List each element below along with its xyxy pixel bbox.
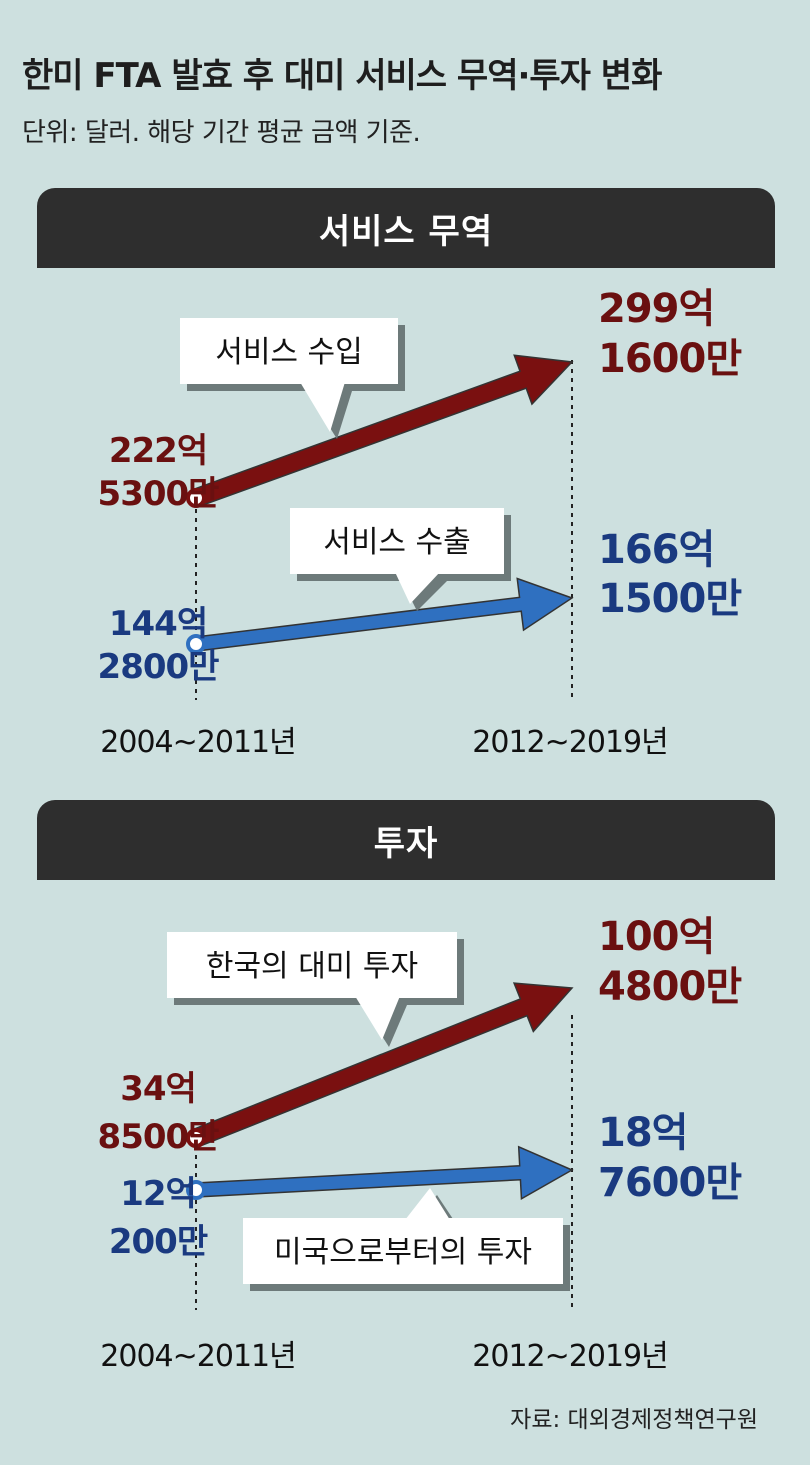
series-arrow-1 <box>194 577 574 652</box>
chart-service-trade: 2004~2011년 2012~2019년222억5300만299억1600만서비… <box>98 286 744 760</box>
section-header-investment: 투자 <box>37 800 775 880</box>
period-label-end: 2012~2019년 <box>472 1339 667 1374</box>
value-label-start-0-b: 5300만 <box>98 474 220 514</box>
value-label-end-0-b: 1600만 <box>598 336 742 382</box>
value-label-end-0-b: 4800만 <box>598 964 742 1010</box>
series-name-0: 한국의 대미 투자 <box>206 949 418 984</box>
value-label-start-1-b: 2800만 <box>98 647 220 687</box>
value-label-start-0-a: 222억 <box>109 431 207 471</box>
value-label-start-1-b: 200만 <box>109 1222 208 1262</box>
unit-note: 단위: 달러. 해당 기간 평균 금액 기준. <box>22 118 421 148</box>
value-label-end-1-b: 7600만 <box>598 1160 742 1206</box>
callout-0: 한국의 대미 투자 <box>167 932 464 1047</box>
callout-1: 미국으로부터의 투자 <box>243 1188 570 1291</box>
page-title: 한미 FTA 발효 후 대미 서비스 무역·투자 변화 <box>22 56 662 96</box>
section-header-service-trade: 서비스 무역 <box>37 188 775 268</box>
value-label-start-0-a: 34억 <box>120 1069 196 1109</box>
series-name-1: 서비스 수출 <box>323 525 471 560</box>
value-label-start-1-a: 12억 <box>120 1174 196 1214</box>
series-name-0: 서비스 수입 <box>215 335 363 370</box>
series-arrow-1 <box>194 1145 574 1200</box>
value-label-end-1-a: 18억 <box>598 1110 687 1156</box>
value-label-start-0-b: 8500만 <box>98 1117 220 1157</box>
value-label-end-1-b: 1500만 <box>598 576 742 622</box>
callout-1: 서비스 수출 <box>290 508 511 611</box>
callout-0: 서비스 수입 <box>180 318 405 439</box>
value-label-start-1-a: 144억 <box>109 604 207 644</box>
start-point-0 <box>186 1128 206 1148</box>
value-label-end-0-a: 100억 <box>598 914 714 960</box>
source-note: 자료: 대외경제정책연구원 <box>510 1407 758 1433</box>
series-arrow-0 <box>191 982 574 1148</box>
series-arrow-0 <box>191 354 574 508</box>
start-point-1 <box>186 634 206 654</box>
value-label-end-1-a: 166억 <box>598 527 714 573</box>
period-label-start: 2004~2011년 <box>100 1339 295 1374</box>
period-label-end: 2012~2019년 <box>472 725 667 760</box>
start-point-0 <box>186 488 206 508</box>
value-label-end-0-a: 299억 <box>598 286 714 332</box>
series-name-1: 미국으로부터의 투자 <box>274 1235 532 1270</box>
period-label-start: 2004~2011년 <box>100 725 295 760</box>
start-point-1 <box>186 1180 206 1200</box>
